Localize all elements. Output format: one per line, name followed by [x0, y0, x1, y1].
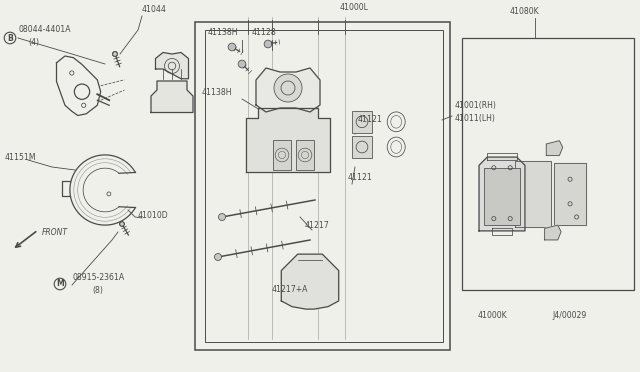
- Polygon shape: [151, 81, 193, 112]
- Polygon shape: [547, 141, 563, 155]
- Circle shape: [120, 222, 124, 226]
- Text: 41121: 41121: [348, 173, 373, 182]
- Polygon shape: [479, 157, 525, 231]
- Polygon shape: [246, 108, 330, 172]
- Text: M: M: [56, 279, 64, 289]
- Text: 41217+A: 41217+A: [272, 285, 308, 294]
- Circle shape: [120, 222, 124, 226]
- Text: 41011(LH): 41011(LH): [455, 114, 496, 123]
- Text: (4): (4): [28, 38, 39, 47]
- Text: 41010D: 41010D: [138, 211, 169, 220]
- Circle shape: [113, 52, 117, 56]
- Circle shape: [274, 74, 302, 102]
- Text: 41000L: 41000L: [340, 3, 369, 12]
- Text: 41151M: 41151M: [5, 153, 36, 162]
- Bar: [273, 140, 291, 170]
- Text: 08915-2361A: 08915-2361A: [72, 273, 124, 282]
- Text: 41000K: 41000K: [478, 311, 508, 320]
- Circle shape: [120, 222, 124, 226]
- Circle shape: [113, 52, 117, 56]
- Bar: [352, 110, 372, 133]
- Polygon shape: [256, 68, 320, 112]
- Circle shape: [218, 214, 225, 221]
- Circle shape: [113, 52, 117, 56]
- Text: 41001(RH): 41001(RH): [455, 101, 497, 110]
- Circle shape: [113, 52, 117, 56]
- Text: 41044: 41044: [142, 5, 167, 14]
- Bar: [462, 38, 634, 290]
- Text: 41138H: 41138H: [202, 88, 232, 97]
- Text: B: B: [7, 33, 13, 42]
- Text: 41121: 41121: [358, 115, 383, 124]
- Bar: [296, 140, 314, 170]
- Circle shape: [264, 40, 272, 48]
- Text: 41080K: 41080K: [510, 7, 540, 16]
- Polygon shape: [282, 254, 339, 309]
- Circle shape: [214, 253, 221, 260]
- Circle shape: [120, 222, 124, 226]
- Text: J4/00029: J4/00029: [552, 311, 586, 320]
- Circle shape: [120, 222, 124, 226]
- Circle shape: [228, 43, 236, 51]
- Circle shape: [113, 52, 117, 56]
- Circle shape: [120, 222, 124, 226]
- Text: 41138H: 41138H: [208, 28, 239, 37]
- Text: 08044-4401A: 08044-4401A: [18, 25, 70, 34]
- Text: (8): (8): [92, 286, 103, 295]
- Bar: [195, 22, 450, 350]
- Text: 41217: 41217: [305, 221, 330, 230]
- Bar: [352, 136, 372, 158]
- Circle shape: [113, 52, 117, 56]
- Polygon shape: [515, 161, 551, 227]
- Polygon shape: [156, 52, 189, 79]
- Polygon shape: [554, 163, 586, 225]
- Text: FRONT: FRONT: [42, 228, 68, 237]
- Circle shape: [238, 60, 246, 68]
- Text: 41128: 41128: [252, 28, 276, 37]
- Bar: [484, 168, 520, 225]
- Bar: [205, 30, 443, 342]
- Polygon shape: [545, 225, 561, 240]
